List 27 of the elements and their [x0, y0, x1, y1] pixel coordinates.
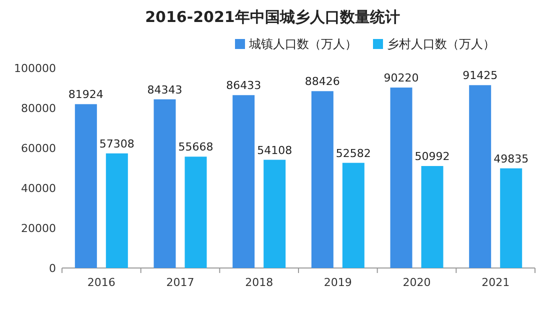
data-label: 90220	[384, 72, 419, 85]
x-tick-label: 2018	[245, 276, 274, 289]
y-tick-label: 60000	[21, 142, 56, 155]
data-label: 88426	[304, 75, 340, 88]
x-tick-label: 2019	[324, 276, 352, 289]
y-tick-label: 0	[49, 262, 56, 275]
data-label: 54108	[257, 144, 292, 157]
y-tick-label: 40000	[21, 182, 56, 195]
data-label: 52582	[336, 146, 371, 160]
x-tick-label: 2021	[482, 276, 510, 289]
data-label: 55668	[178, 140, 214, 154]
legend-label: 乡村人口数（万人）	[387, 37, 495, 51]
data-label: 84343	[147, 83, 182, 96]
x-tick-label: 2020	[402, 276, 431, 289]
data-label: 91425	[462, 69, 498, 82]
y-tick-label: 20000	[21, 222, 56, 235]
x-tick-label: 2016	[87, 276, 116, 289]
data-label: 49835	[494, 152, 529, 166]
x-tick-label: 2017	[166, 276, 194, 289]
y-tick-label: 80000	[21, 102, 56, 115]
y-tick-label: 100000	[14, 62, 56, 75]
data-label: 81924	[68, 88, 104, 102]
data-label: 50992	[414, 150, 450, 164]
legend-label: 城镇人口数（万人）	[248, 37, 357, 51]
data-label: 57308	[99, 137, 134, 150]
title: 2016-2021年中国城乡人口数量统计	[145, 8, 400, 26]
data-label: 86433	[226, 79, 262, 92]
